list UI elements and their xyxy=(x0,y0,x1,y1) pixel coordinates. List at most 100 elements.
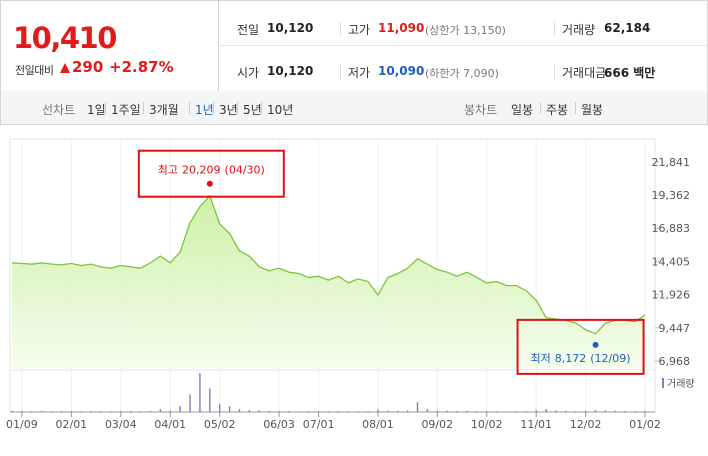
volume-bar xyxy=(40,410,43,412)
volume-bar xyxy=(604,410,607,412)
period-button[interactable]: 1일 xyxy=(87,103,106,117)
volume-bar xyxy=(31,411,33,412)
volume-label: 거래량 xyxy=(667,378,695,390)
volume-bar xyxy=(426,409,429,412)
line-chart-label: 선차트 xyxy=(42,103,76,117)
stat-label: 거래량 xyxy=(562,23,596,37)
up-icon xyxy=(60,63,70,73)
y-tick-label: 6,968 xyxy=(659,355,691,368)
x-tick-label: 01/09 xyxy=(6,418,38,431)
current-price: 10,410 xyxy=(13,21,117,55)
volume-bar xyxy=(387,410,389,412)
separator xyxy=(213,102,214,114)
stat-label: 시가 xyxy=(237,66,260,80)
candle-button[interactable]: 일봉 xyxy=(511,103,534,117)
annotation-text: 최고 20,209 (04/30) xyxy=(158,164,265,177)
change-label: 전일대비 xyxy=(15,64,54,77)
x-tick-label: 07/01 xyxy=(303,418,335,431)
chart: 21,841 19,362 16,883 14,405 11,926 9,447 6,968… xyxy=(6,138,695,431)
volume-bar xyxy=(584,410,587,412)
volume-bar xyxy=(347,411,349,412)
volume-bar xyxy=(199,373,201,412)
x-tick-label: 08/01 xyxy=(362,418,394,431)
volume-bar xyxy=(555,410,557,412)
separator xyxy=(554,22,555,36)
annotation-part: 8,172 xyxy=(555,352,587,365)
volume-bar xyxy=(179,406,181,412)
volume-bar xyxy=(456,411,458,412)
change-pct: +2.87% xyxy=(109,58,174,76)
price-panel: 10,410 전일대비 290 +2.87% xyxy=(1,1,219,91)
x-tick-label: 10/02 xyxy=(471,418,503,431)
volume-bar xyxy=(110,411,112,412)
volume-bar xyxy=(317,411,320,412)
x-tick-label: 11/01 xyxy=(520,418,552,431)
stat-value: 10,120 xyxy=(267,64,314,78)
candle-button[interactable]: 월봉 xyxy=(581,103,604,117)
volume-bar xyxy=(565,410,567,412)
y-tick-label: 11,926 xyxy=(652,289,691,302)
volume-bar xyxy=(11,410,13,412)
volume-bar xyxy=(60,411,63,412)
volume-bar xyxy=(100,411,102,412)
volume-bar xyxy=(120,411,122,412)
volume-bar xyxy=(327,411,330,412)
separator xyxy=(105,102,106,114)
volume-bar xyxy=(337,411,340,412)
separator xyxy=(143,102,144,114)
volume-bar xyxy=(90,411,92,412)
x-tick-label: 09/02 xyxy=(421,418,453,431)
row-divider xyxy=(219,45,707,46)
x-tick-label: 05/02 xyxy=(204,418,236,431)
stat-value: 10,090 xyxy=(378,64,425,78)
annotation-part: 최고 xyxy=(158,164,178,177)
x-tick-label: 12/02 xyxy=(570,418,602,431)
volume-bar xyxy=(535,410,537,412)
extreme-dot xyxy=(592,341,599,348)
period-button[interactable]: 10년 xyxy=(267,103,294,117)
annotation-part: 최저 xyxy=(531,352,551,365)
y-tick-label: 9,447 xyxy=(659,322,691,335)
separator xyxy=(554,65,555,79)
volume-bar xyxy=(268,410,270,412)
period-button[interactable]: 1주일 xyxy=(111,103,141,117)
price-area xyxy=(12,195,645,368)
period-button[interactable]: 5년 xyxy=(243,103,262,117)
volume-bar xyxy=(416,402,419,412)
volume-bar xyxy=(624,411,626,412)
volume-bar xyxy=(446,410,448,412)
volume-bar xyxy=(308,411,310,412)
volume-bar xyxy=(545,409,547,412)
volume-bar xyxy=(575,411,577,412)
volume-bar xyxy=(288,411,290,412)
volume-bar xyxy=(80,411,82,412)
period-button[interactable]: 3개월 xyxy=(149,103,179,117)
candle-button[interactable]: 주봉 xyxy=(546,103,569,117)
volume-bar xyxy=(505,411,508,412)
volume-bar xyxy=(238,409,241,412)
volume-bar xyxy=(614,410,617,412)
volume-bar xyxy=(367,411,369,412)
separator xyxy=(189,102,190,114)
volume-bar xyxy=(159,409,162,412)
volume-bar xyxy=(219,404,221,412)
volume-bar xyxy=(129,411,132,412)
volume-bar xyxy=(476,411,478,412)
separator xyxy=(261,102,262,114)
volume-bar xyxy=(209,388,211,412)
stat-value: 666 백만 xyxy=(604,66,656,80)
y-tick-label: 14,405 xyxy=(652,255,691,268)
volume-bar xyxy=(486,411,488,412)
period-button[interactable]: 1년 xyxy=(195,103,214,117)
volume-bar xyxy=(644,410,646,412)
x-tick-label: 01/02 xyxy=(629,418,661,431)
annotation-part: (12/09) xyxy=(590,352,630,365)
change: 290 xyxy=(72,58,104,76)
period-button[interactable]: 3년 xyxy=(219,103,238,117)
volume-bar xyxy=(169,410,171,412)
x-tick-label: 06/03 xyxy=(263,418,295,431)
stat-value: 62,184 xyxy=(604,21,651,35)
separator xyxy=(540,102,541,114)
volume-bar xyxy=(515,411,518,412)
